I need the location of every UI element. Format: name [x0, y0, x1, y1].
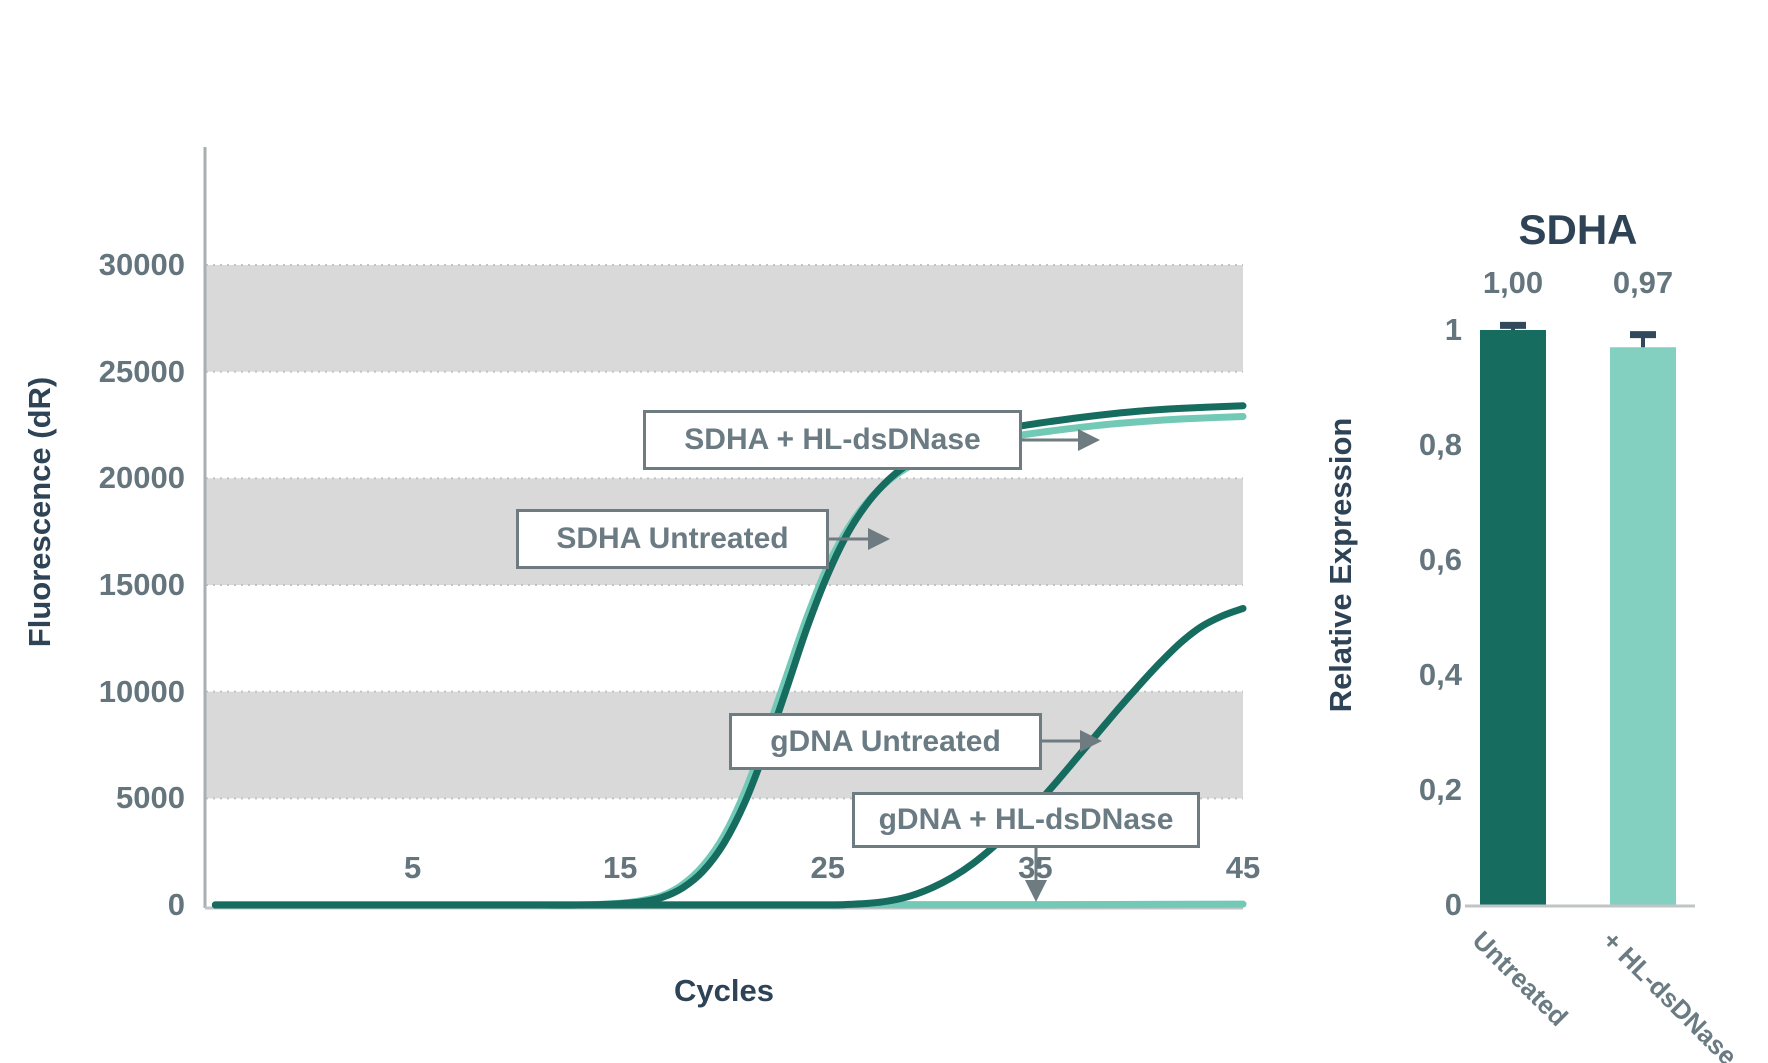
cycles-tick-15: 15 [602, 850, 638, 885]
relative-expression-tick-0,6: 0,6 [1418, 542, 1462, 577]
callout-arrowhead-a_sdha_untreated [868, 528, 890, 550]
fluorescence-tick-15000: 15000 [98, 567, 185, 602]
callout-a_sdha_untreated: SDHA Untreated [516, 509, 829, 569]
fluorescence-tick-30000: 30000 [98, 247, 185, 282]
relative-expression-tick-0,4: 0,4 [1418, 657, 1462, 692]
relative-expression-tick-0,8: 0,8 [1418, 427, 1462, 462]
cycles-tick-25: 25 [810, 850, 846, 885]
amplification-curve-gdna_untreated [211, 604, 1247, 909]
fluorescence-tick-25000: 25000 [98, 353, 185, 389]
shaded-band-2 [206, 265, 1243, 372]
cycles-tick-5: 5 [403, 850, 422, 885]
relative-expression-tick-0: 0 [1444, 887, 1462, 922]
fluorescence-tick-0: 0 [167, 887, 185, 922]
bar-value-label-0: 1,00 [1482, 265, 1544, 300]
bar-chart-title: SDHA [1518, 206, 1638, 253]
callout-arrowhead-a_sdha_hl [1078, 429, 1100, 451]
cycles-tick-45: 45 [1225, 850, 1261, 885]
fluorescence-tick-20000: 20000 [98, 460, 185, 496]
cycles-axis-label: Cycles [674, 973, 774, 1008]
fluorescence-tick-5000: 5000 [116, 780, 185, 816]
callout-a_sdha_hl: SDHA + HL-dsDNase [643, 410, 1022, 470]
callout-arrowhead-a_gdna_hl [1025, 880, 1047, 902]
bar-0 [1480, 330, 1546, 905]
relative-expression-tick-1: 1 [1444, 312, 1462, 347]
bar-value-label-1: 0,97 [1612, 265, 1674, 300]
fluorescence-tick-10000: 10000 [98, 673, 185, 709]
fluorescence-axis-label: Fluorescence (dR) [22, 376, 57, 648]
callout-a_gdna_untreated: gDNA Untreated [729, 713, 1042, 770]
callout-arrowhead-a_gdna_untreated [1080, 730, 1102, 752]
relative-expression-tick-0,2: 0,2 [1418, 772, 1462, 807]
shaded-band-0 [206, 691, 1243, 799]
bar-1 [1610, 347, 1676, 905]
cycles-tick-35: 35 [1018, 850, 1053, 885]
callout-a_gdna_hl: gDNA + HL-dsDNase [852, 792, 1200, 848]
